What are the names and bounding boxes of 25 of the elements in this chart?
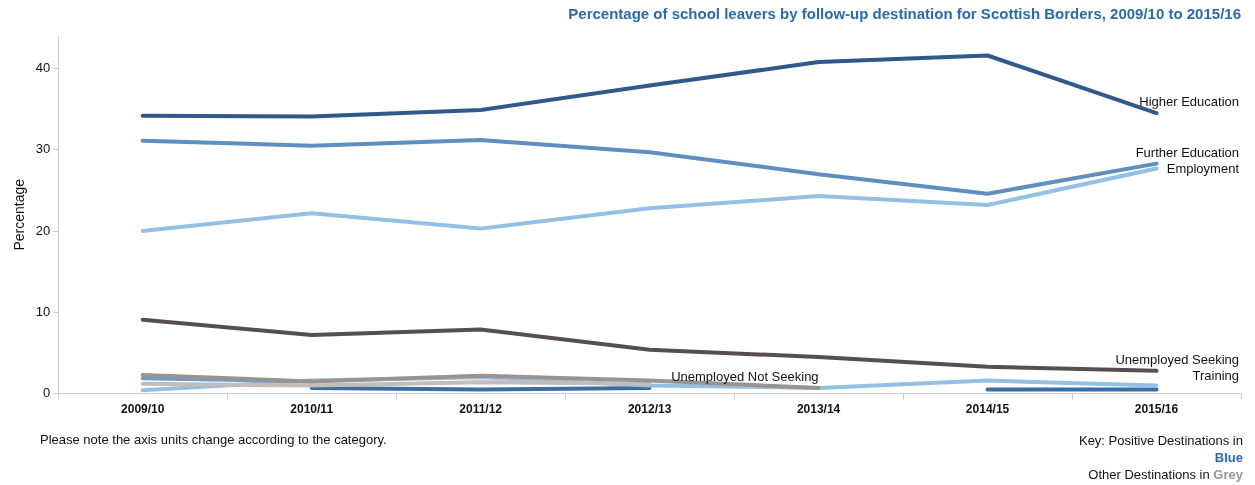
series-label: Higher Education — [1139, 94, 1239, 110]
x-tick-label: 2013/14 — [796, 402, 841, 417]
text: Other Destinations in — [1088, 467, 1210, 482]
x-tick-label: 2011/12 — [459, 402, 503, 417]
text: Key: Positive Destinations in — [1078, 433, 1243, 448]
x-tick-label: 2012/13 — [627, 402, 672, 417]
text: Training — [1192, 367, 1239, 383]
x-tick-label: 2010/11 — [290, 402, 334, 417]
chart-title: Percentage of school leavers by follow-up destination for Scottish Borders, 2009/10 to 2015/16 — [568, 5, 1241, 23]
x-tick-label: 2009/10 — [121, 402, 165, 417]
y-axis-title: Percentage — [11, 178, 28, 251]
series-label: Further Education — [1135, 144, 1239, 160]
series-label: Unemployed Seeking — [1115, 351, 1239, 367]
y-tick-label: 20 — [35, 222, 51, 238]
text: Please note the axis units change according to the category. — [40, 432, 387, 447]
series-label: Employment — [1166, 160, 1240, 176]
text: Blue — [1214, 450, 1243, 465]
y-tick-label: 30 — [35, 141, 51, 157]
series-label: Unemployed Not Seeking — [671, 368, 819, 384]
y-tick-label: 10 — [35, 303, 51, 319]
x-tick-label: 2014/15 — [965, 402, 1010, 417]
y-tick-label: 0 — [43, 385, 51, 401]
y-tick-label: 40 — [35, 60, 51, 76]
x-tick-label: 2015/16 — [1134, 402, 1179, 417]
text: Grey — [1213, 467, 1243, 482]
